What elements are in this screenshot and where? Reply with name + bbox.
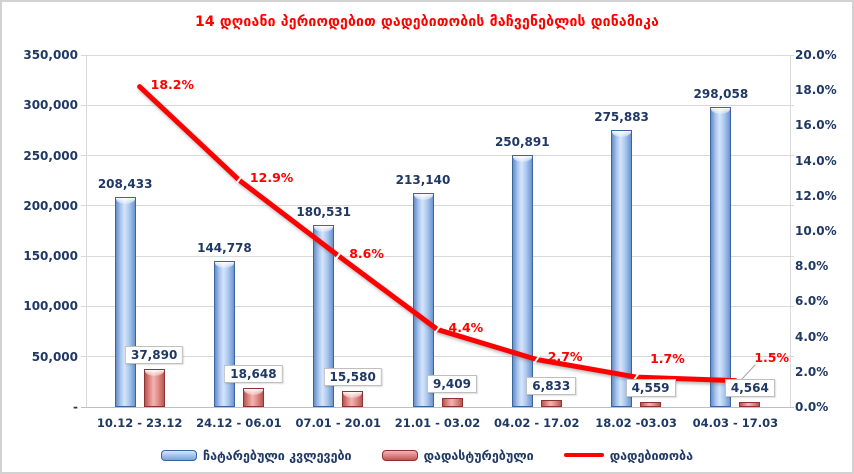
bar-cap <box>314 226 334 233</box>
legend-item-positivity: დადებითობა <box>563 447 693 463</box>
gridline <box>81 54 794 56</box>
tested-value-label: 208,433 <box>97 177 153 192</box>
y-axis-label-right: 0.0% <box>795 400 829 414</box>
x-axis-label: 21.01 - 03.02 <box>394 416 481 430</box>
bar-confirmed <box>739 402 761 407</box>
y-axis-label-left: 250,000 <box>23 148 78 163</box>
y-axis-label-right: 10.0% <box>795 224 837 238</box>
positivity-point-label: 2.7% <box>547 349 583 365</box>
line-point-notch <box>434 325 441 334</box>
bar-confirmed <box>342 391 364 407</box>
y-axis-label-left: - <box>73 400 78 414</box>
confirmed-value-label: 9,409 <box>427 374 477 393</box>
tested-value-label: 213,140 <box>395 172 451 187</box>
positivity-point-label: 1.5% <box>754 349 790 365</box>
positivity-point-label: 12.9% <box>249 169 294 185</box>
label-leader-line <box>740 364 756 380</box>
tested-bar-swatch-icon <box>160 449 197 461</box>
legend-item-tested: ჩატარებული კვლევები <box>160 447 352 463</box>
bar-cap <box>243 389 263 396</box>
confirmed-value-label: 18,648 <box>224 365 283 384</box>
y-axis-label-left: 300,000 <box>23 98 78 113</box>
tested-value-label: 298,058 <box>693 87 749 102</box>
confirmed-value-label: 4,564 <box>724 379 775 398</box>
bar-tested <box>511 154 533 407</box>
bar-cap <box>612 130 632 137</box>
bar-tested <box>213 261 235 407</box>
y-axis-label-right: 20.0% <box>795 48 837 62</box>
bar-cap <box>144 369 164 376</box>
positivity-point-label: 18.2% <box>150 76 195 92</box>
positivity-point-label: 4.4% <box>448 319 484 335</box>
x-axis-label: 24.12 - 06.01 <box>196 416 282 430</box>
positivity-point-label: 1.7% <box>650 351 685 367</box>
legend: ჩატარებული კვლევები დადასტურებული დადები… <box>2 444 852 466</box>
bar-tested <box>114 197 136 407</box>
gridline <box>81 104 794 106</box>
gridline <box>81 205 794 207</box>
bar-tested <box>710 107 732 407</box>
tested-value-label: 275,883 <box>594 109 649 124</box>
bar-confirmed <box>540 400 562 407</box>
confirmed-bar-swatch-icon <box>381 449 418 461</box>
confirmed-value-label: 4,559 <box>625 379 676 398</box>
x-axis-label: 07.01 - 20.01 <box>295 416 381 430</box>
gridline <box>81 356 794 358</box>
positivity-point-label: 8.6% <box>349 245 384 261</box>
y-axis-label-right: 8.0% <box>795 259 829 274</box>
bar-confirmed <box>441 397 463 407</box>
bar-cap <box>343 392 363 399</box>
y-axis-label-right: 18.0% <box>795 83 837 98</box>
x-axis-line <box>81 406 794 408</box>
positivity-line-swatch-icon <box>563 453 604 457</box>
plot-border-right <box>790 55 791 407</box>
tested-value-label: 144,778 <box>197 241 252 256</box>
confirmed-value-label: 37,890 <box>124 345 184 364</box>
gridline <box>81 255 794 257</box>
x-axis-label: 10.12 - 23.12 <box>96 416 183 430</box>
bar-cap <box>214 262 234 269</box>
bar-confirmed <box>640 402 662 407</box>
y-axis-label-right: 16.0% <box>795 118 837 133</box>
legend-item-confirmed: დადასტურებული <box>381 447 534 463</box>
y-axis-label-right: 14.0% <box>795 153 837 168</box>
y-axis-label-right: 4.0% <box>795 329 829 344</box>
tested-value-label: 180,531 <box>296 205 352 220</box>
legend-label-tested: ჩატარებული კვლევები <box>202 447 352 463</box>
bar-confirmed <box>242 388 264 407</box>
bar-tested <box>611 129 633 407</box>
y-axis-label-left: 200,000 <box>23 198 78 213</box>
bar-confirmed <box>143 368 165 407</box>
confirmed-value-label: 6,833 <box>526 377 577 396</box>
chart-title: 14 დღიანი პერიოდებით დადებითობის მაჩვენე… <box>194 14 660 30</box>
y-axis-label-right: 12.0% <box>795 188 837 203</box>
legend-label-positivity: დადებითობა <box>609 447 693 463</box>
gridline <box>81 155 794 157</box>
y-axis-label-left: 150,000 <box>23 249 78 264</box>
plot-border-left <box>86 55 87 407</box>
line-point-notch <box>235 175 243 185</box>
y-axis-label-left: 50,000 <box>31 349 78 364</box>
x-axis-label: 18.02 -03.03 <box>595 416 677 430</box>
bar-cap <box>115 198 135 205</box>
y-axis-label-left: 100,000 <box>23 299 78 314</box>
confirmed-value-label: 15,580 <box>323 368 382 387</box>
bar-cap <box>512 155 532 162</box>
x-axis-label: 04.02 - 17.02 <box>494 416 580 430</box>
bar-cap <box>711 108 731 115</box>
tested-value-label: 250,891 <box>494 134 550 149</box>
x-axis-label: 04.03 - 17.03 <box>692 416 779 430</box>
gridline <box>81 305 794 307</box>
y-axis-label-right: 2.0% <box>795 364 829 379</box>
y-axis-label-right: 6.0% <box>795 294 829 309</box>
y-axis-label-left: 350,000 <box>23 48 78 62</box>
legend-label-confirmed: დადასტურებული <box>423 447 534 463</box>
bar-cap <box>413 193 433 200</box>
